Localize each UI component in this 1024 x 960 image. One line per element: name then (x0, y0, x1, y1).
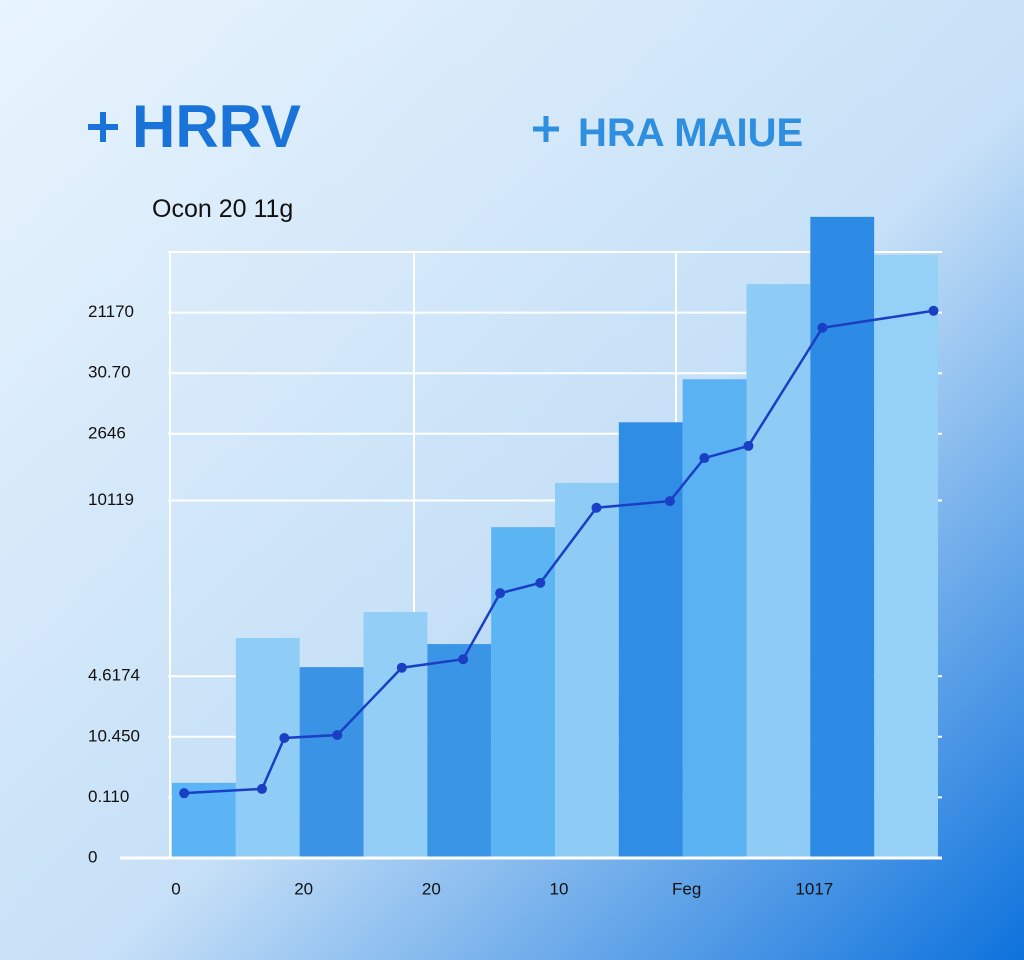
line-point (664, 496, 675, 507)
line-point (179, 788, 190, 799)
bar (746, 284, 811, 858)
line-point (699, 453, 710, 464)
line-point (817, 322, 828, 333)
y-tick-label: 4.6174 (88, 666, 140, 685)
y-tick-label: 0.110 (88, 787, 129, 806)
bar (810, 216, 875, 859)
bar (427, 644, 492, 858)
y-tick-label: 0 (88, 847, 97, 866)
y-tick-label: 30.70 (88, 363, 131, 382)
line (184, 309, 934, 795)
bar (874, 255, 938, 858)
bar (555, 482, 619, 858)
line-point (396, 662, 407, 673)
bar (299, 667, 364, 858)
y-tick-label: 10119 (88, 490, 134, 509)
y-tick-label: 21170 (88, 302, 134, 321)
x-tick-label: 0 (171, 879, 180, 898)
y-tick-label: 2646 (88, 423, 126, 442)
chart-subtitle: HRA MAIUE (578, 111, 803, 155)
x-tick-label: 20 (422, 879, 441, 898)
line-point (591, 502, 602, 513)
bar (235, 638, 300, 858)
plus-icon (533, 116, 559, 142)
bar (618, 422, 683, 858)
x-tick-label: Feg (672, 879, 701, 898)
x-tick-label: 10 (550, 879, 569, 898)
line-point (535, 577, 546, 588)
line-point (495, 588, 506, 599)
y-tick-label: 10.450 (88, 726, 140, 745)
x-tick-label: 1017 (795, 879, 833, 898)
chart-label: Ocon 20 11g (152, 195, 293, 223)
plus-icon (88, 112, 118, 142)
bar (363, 611, 428, 858)
line-point (928, 305, 939, 316)
bar (682, 379, 747, 858)
line-point (743, 440, 754, 451)
line-point (257, 783, 268, 794)
line-point (279, 733, 290, 744)
line-point (458, 654, 469, 665)
x-tick-label: 20 (294, 879, 313, 898)
line-point (332, 729, 343, 740)
chart-title: HRRV (132, 93, 301, 160)
